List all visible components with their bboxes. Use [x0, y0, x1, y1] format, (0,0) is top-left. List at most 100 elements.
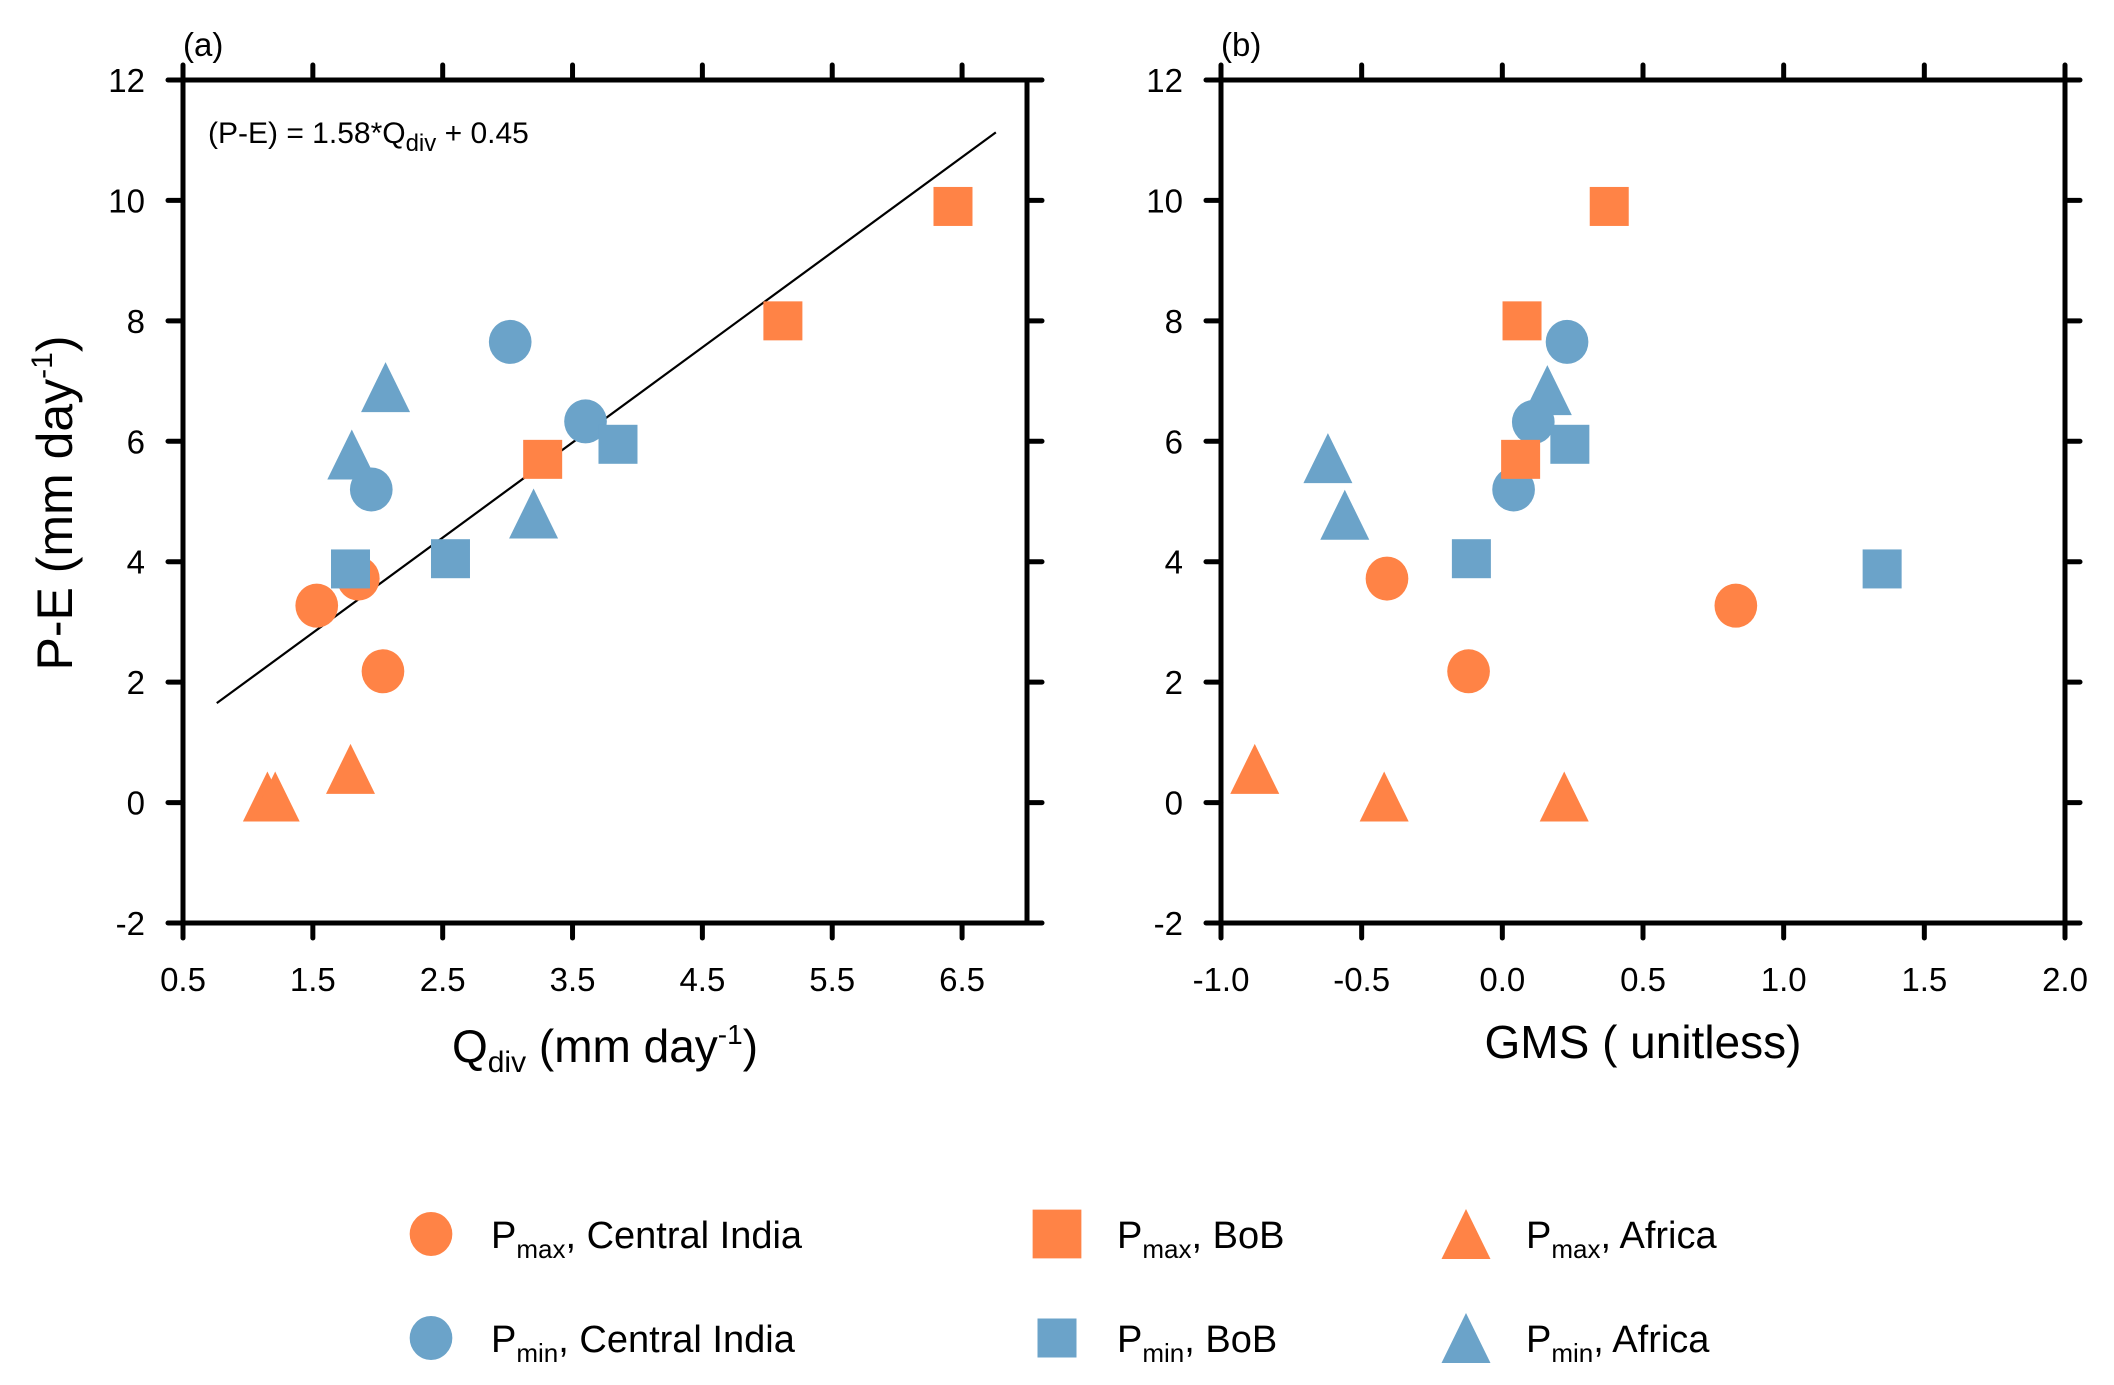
- legend-marker-triangle: [1441, 1209, 1491, 1259]
- legend-item: Pmin, BoB: [1037, 1318, 1277, 1368]
- data-point-triangle: [1303, 433, 1353, 484]
- x-title-unit-post: ): [743, 1020, 758, 1072]
- equation-sub: div: [406, 130, 437, 157]
- data-point-square: [1451, 539, 1491, 579]
- series-pmax-bob: [1501, 186, 1629, 479]
- series-pmin-central-india: [1492, 319, 1589, 512]
- data-point-triangle: [1539, 771, 1589, 822]
- legend-label: Pmin, Central India: [491, 1319, 796, 1368]
- x-tick-label: -1.0: [1193, 961, 1250, 998]
- legend-p: P: [491, 1215, 516, 1257]
- data-point-circle: [295, 583, 339, 628]
- data-point-circle: [1714, 583, 1758, 628]
- data-point-square: [523, 439, 563, 479]
- y-tick-label: 6: [127, 423, 145, 460]
- data-point-square: [1550, 424, 1590, 464]
- x-tick-label: 1.5: [290, 961, 336, 998]
- series-pmax-bob: [523, 186, 973, 479]
- panel-b: (b) -1.0 -0.5 0.0 0.5 1.0 1.5 2.0 -2 0 2 4 6 8 10 12 G…: [1146, 26, 2088, 1068]
- y-tick-label: 4: [127, 544, 145, 581]
- legend-label: Pmax, Central India: [491, 1215, 803, 1264]
- legend-marker-square: [1032, 1209, 1082, 1259]
- x-tick-label: 2.0: [2042, 961, 2088, 998]
- x-tick-label: 3.5: [550, 961, 596, 998]
- data-point-square: [1589, 186, 1629, 226]
- data-point-triangle: [326, 743, 376, 794]
- panel-b-marks: [1230, 186, 1902, 822]
- y-tick-label: 8: [1165, 303, 1183, 340]
- panel-label-a: (a): [183, 26, 223, 63]
- legend-sub: min: [516, 1338, 558, 1368]
- y-tick-label: 12: [1146, 62, 1183, 99]
- y-tick-label: 0: [1165, 785, 1183, 822]
- series-pmax-africa: [1230, 743, 1589, 822]
- regression-equation: (P-E) = 1.58*Qdiv + 0.45: [208, 117, 529, 157]
- legend-text: , Africa: [1600, 1215, 1717, 1257]
- data-point-triangle: [1359, 771, 1409, 822]
- y-tick-label: 2: [1165, 664, 1183, 701]
- x-title-main: Q: [452, 1020, 488, 1072]
- legend-text: , Central India: [565, 1215, 802, 1257]
- y-title-post: ): [27, 335, 83, 352]
- legend-label: Pmin, BoB: [1117, 1319, 1277, 1368]
- legend-label: Pmax, BoB: [1117, 1215, 1284, 1264]
- data-point-triangle: [327, 429, 377, 480]
- x-tick-label: 5.5: [809, 961, 855, 998]
- y-tick-label: 6: [1165, 423, 1183, 460]
- data-point-square: [598, 424, 638, 464]
- x-tick-label: 4.5: [679, 961, 725, 998]
- x-tick-label: 1.5: [1901, 961, 1947, 998]
- legend-marker-triangle: [1441, 1313, 1491, 1363]
- series-pmax-africa: [242, 743, 376, 822]
- data-point-square: [430, 539, 470, 579]
- y-title-sup: -1: [26, 352, 59, 379]
- x-tick-label: 2.5: [420, 961, 466, 998]
- legend-sub: max: [1142, 1234, 1191, 1264]
- data-point-triangle: [361, 362, 411, 413]
- panel-label-b: (b): [1221, 26, 1261, 63]
- y-tick-label: 10: [108, 182, 145, 219]
- legend-p: P: [491, 1319, 516, 1361]
- legend-text: , Central India: [558, 1319, 795, 1361]
- panel-a-axes: 0.5 1.5 2.5 3.5 4.5 5.5 6.5 -2 0 2 4 6 8 10 12: [108, 62, 1045, 998]
- data-point-triangle: [1320, 489, 1370, 540]
- panel-a: (a) 0.5 1.5 2.5 3.5 4.5 5.5 6.5 -2 0 2 4 6 8 10 12 (P-…: [26, 26, 1045, 1079]
- x-title-sub: div: [488, 1046, 526, 1079]
- x-tick-label: 6.5: [939, 961, 985, 998]
- x-axis-title-a: Qdiv (mm day-1): [452, 1019, 758, 1079]
- legend-item: Pmax, Africa: [1441, 1209, 1718, 1264]
- data-point-triangle: [250, 771, 300, 822]
- data-point-circle: [361, 649, 405, 694]
- legend-label: Pmax, Africa: [1526, 1215, 1718, 1264]
- data-point-circle: [1365, 556, 1409, 601]
- data-point-triangle: [1522, 365, 1572, 416]
- x-title-unit-sup: -1: [718, 1019, 743, 1050]
- x-title-unit-pre: (mm day: [526, 1020, 718, 1072]
- data-point-square: [933, 186, 973, 226]
- series-pmin-africa: [1303, 365, 1572, 540]
- legend-sub: min: [1142, 1338, 1184, 1368]
- legend-item: Pmin, Central India: [409, 1316, 796, 1368]
- data-point-square: [763, 301, 803, 341]
- legend-marker-circle: [409, 1212, 453, 1256]
- series-pmin-bob: [1451, 424, 1902, 589]
- legend: Pmax, Central India Pmax, BoB Pmax, Africa…: [409, 1209, 1718, 1368]
- legend-item: Pmax, Central India: [409, 1212, 803, 1264]
- legend-sub: max: [1551, 1234, 1600, 1264]
- data-point-circle: [1545, 319, 1589, 364]
- equation-pre: (P-E) = 1.58*Q: [208, 117, 406, 150]
- x-tick-label: 0.5: [160, 961, 206, 998]
- data-point-circle: [1447, 649, 1490, 694]
- plot-frame: [180, 77, 1030, 926]
- legend-marker-circle: [409, 1316, 453, 1360]
- y-axis-title: P-E (mm day-1): [26, 335, 83, 670]
- data-point-square: [331, 549, 371, 589]
- legend-item: Pmin, Africa: [1441, 1313, 1710, 1368]
- data-point-square: [1501, 439, 1541, 479]
- legend-p: P: [1117, 1319, 1142, 1361]
- data-point-triangle: [1230, 743, 1280, 794]
- equation-post: + 0.45: [436, 117, 529, 150]
- y-tick-label: 2: [127, 664, 145, 701]
- legend-item: Pmax, BoB: [1032, 1209, 1284, 1264]
- y-tick-label: 4: [1165, 544, 1183, 581]
